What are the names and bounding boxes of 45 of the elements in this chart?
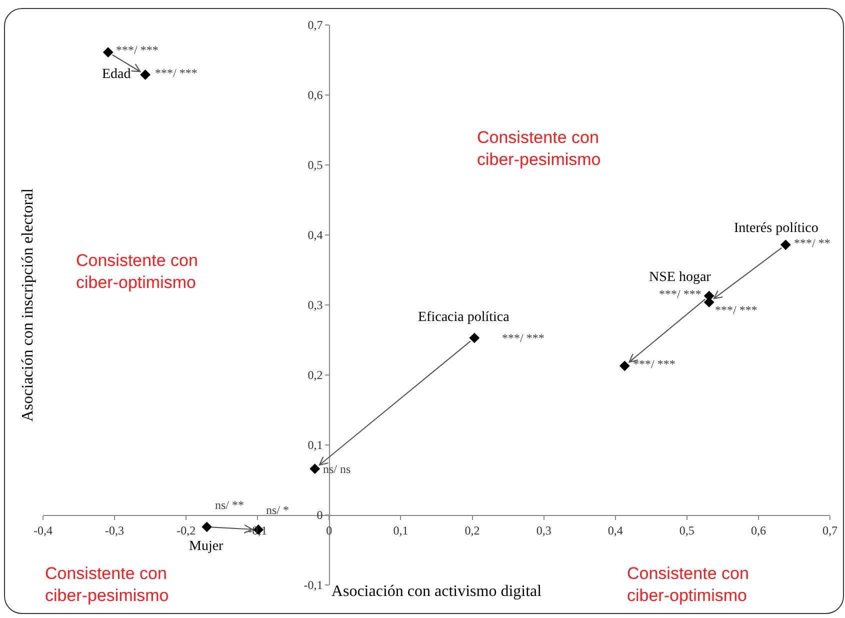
y-tick-label: 0,2: [308, 368, 323, 382]
y-tick-label: 0,4: [308, 228, 323, 242]
y-tick-label: 0,1: [308, 438, 323, 452]
data-label: ***/ ***: [502, 331, 544, 345]
data-label: ns/ **: [215, 498, 244, 512]
annotation: Consistente con ciber-pesimismo: [45, 564, 169, 606]
series-label: Edad: [102, 67, 131, 82]
annotation: Consistente con ciber-optimismo: [76, 251, 198, 292]
series-label: Eficacia política: [418, 310, 510, 325]
y-tick-label: -0,1: [304, 578, 323, 592]
x-tick-label: 0,1: [393, 523, 408, 538]
x-tick-label: 0,4: [608, 523, 623, 538]
y-axis-title: Asociación con inscripción electoral: [20, 188, 37, 422]
data-label: ***/ ***: [155, 66, 198, 80]
x-tick-label: -0,2: [176, 523, 196, 538]
x-tick-label: 0,2: [464, 523, 480, 538]
x-tick-label: 0,3: [536, 523, 552, 538]
point: [310, 464, 320, 474]
point: [619, 360, 630, 372]
y-tick-label: 0,6: [308, 88, 323, 102]
x-tick-label: 0,5: [679, 523, 694, 538]
point: [780, 240, 791, 250]
annotation: Consistente con ciber-pesimismo: [477, 128, 601, 170]
point: [102, 47, 114, 58]
x-axis-title: Asociación con activismo digital: [331, 583, 542, 600]
data-label: ***/ ***: [633, 357, 676, 371]
data-label: ***/ ***: [659, 287, 702, 301]
point: [140, 70, 151, 80]
x-tick-label: -0,4: [34, 523, 52, 538]
data-label: ns/ *: [266, 503, 290, 517]
point: [202, 522, 212, 532]
series-label: Interés político: [734, 221, 818, 236]
data-label: ***/ ***: [715, 303, 758, 317]
y-tick-label: 0,7: [308, 18, 323, 32]
series-label: NSE hogar: [649, 270, 712, 285]
y-tick-label: 0,5: [308, 158, 323, 172]
x-tick-label: 0,6: [750, 523, 766, 538]
point: [469, 332, 480, 344]
data-label: ***/ ***: [116, 43, 158, 57]
x-tick-label: -0,3: [105, 523, 124, 538]
y-tick-label: 0,3: [308, 298, 323, 312]
series-label: Mujer: [189, 539, 224, 554]
data-label: ***/ **: [794, 236, 830, 250]
annotation: Consistente con ciber-optimismo: [627, 564, 749, 606]
x-tick-label: 0,7: [822, 523, 838, 538]
